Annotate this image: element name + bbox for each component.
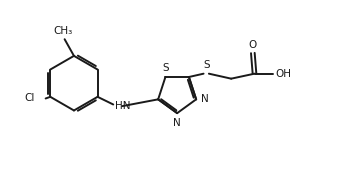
Text: HN: HN — [115, 101, 131, 111]
Text: Cl: Cl — [24, 94, 35, 104]
Text: N: N — [201, 94, 209, 104]
Text: O: O — [249, 40, 257, 50]
Text: CH₃: CH₃ — [53, 26, 73, 36]
Text: OH: OH — [275, 69, 291, 79]
Text: S: S — [162, 63, 169, 73]
Text: N: N — [173, 118, 180, 128]
Text: S: S — [203, 60, 210, 70]
